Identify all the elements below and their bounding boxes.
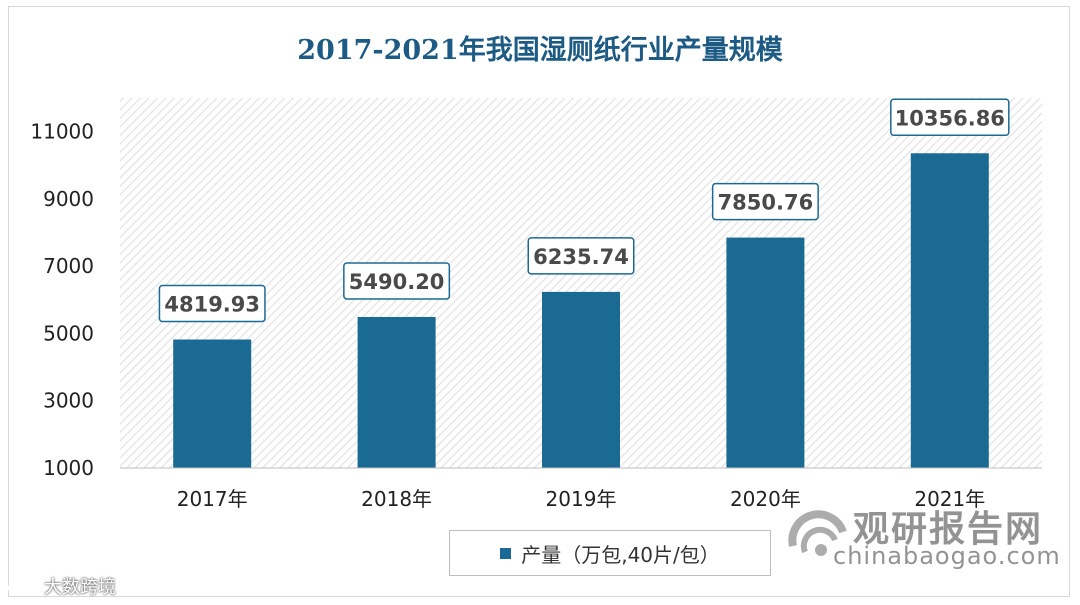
x-tick-label: 2021年: [914, 487, 985, 511]
y-tick-label: 11000: [30, 120, 94, 144]
data-label-box: [527, 237, 635, 275]
bar: [910, 153, 989, 468]
y-tick-label: 7000: [43, 254, 94, 278]
data-label-box: [343, 262, 451, 300]
legend-swatch: [500, 547, 512, 559]
chart-title: 2017-2021年我国湿厕纸行业产量规模: [297, 35, 783, 66]
bar: [357, 316, 436, 468]
bar: [542, 291, 620, 468]
bar: [173, 339, 252, 468]
social-watermark: 大数跨境: [6, 573, 116, 599]
y-tick-label: 3000: [43, 389, 94, 413]
watermark-brand: 观研报告网 chinabaogao.com: [785, 498, 1065, 578]
data-label: 5490.20: [349, 270, 445, 294]
social-watermark-text: 大数跨境: [44, 577, 116, 598]
weibo-icon: [8, 578, 38, 596]
y-tick-label: 5000: [43, 321, 94, 345]
data-label-box: [890, 98, 1010, 137]
data-label: 6235.74: [533, 245, 629, 269]
data-label: 4819.93: [164, 293, 260, 317]
data-label-box: [158, 284, 266, 323]
brand-logo-icon: [788, 510, 847, 556]
data-label-box: [711, 182, 819, 221]
watermark-brand-name: 观研报告网: [853, 509, 1044, 550]
x-tick-label: 2019年: [546, 487, 617, 511]
y-tick-label: 1000: [43, 456, 94, 480]
watermark-url: chinabaogao.com: [833, 542, 1061, 570]
legend-label: 产量（万包,40片/包）: [521, 542, 720, 567]
bar: [726, 237, 805, 468]
data-label: 10356.86: [895, 106, 1005, 130]
x-tick-label: 2020年: [730, 487, 801, 511]
chart-legend: 产量（万包,40片/包）: [449, 530, 771, 576]
x-tick-label: 2017年: [177, 487, 248, 511]
y-tick-label: 9000: [43, 187, 94, 211]
data-label: 7850.76: [718, 191, 814, 215]
x-tick-label: 2018年: [361, 487, 432, 511]
